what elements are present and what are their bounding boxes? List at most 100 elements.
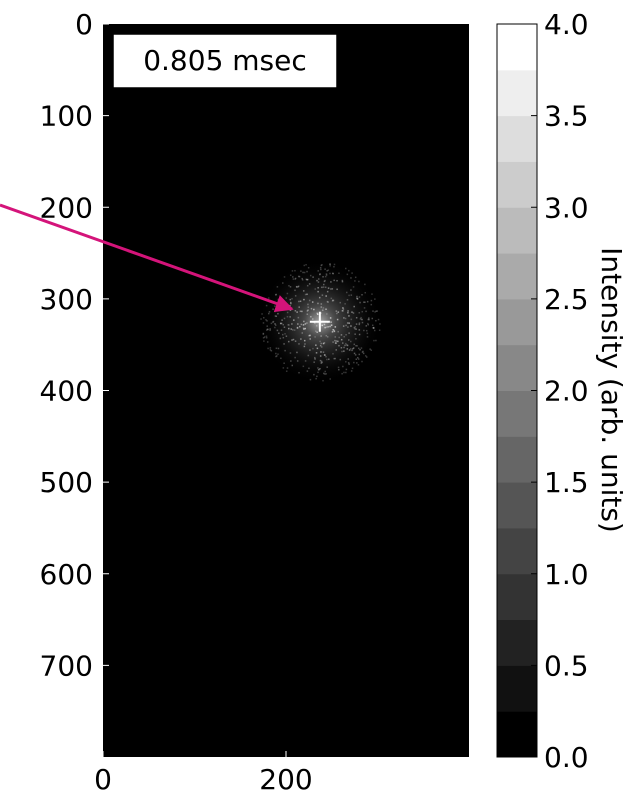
speckle (354, 280, 356, 282)
speckle (298, 275, 301, 278)
speckle (324, 373, 326, 375)
speckle (373, 329, 376, 332)
speckle (305, 263, 307, 266)
speckle (316, 313, 319, 316)
speckle (301, 279, 304, 281)
speckle (292, 338, 295, 341)
speckle (319, 367, 321, 370)
speckle (358, 353, 361, 356)
speckle (323, 342, 326, 344)
speckle (320, 362, 322, 364)
speckle (361, 321, 364, 324)
speckle (321, 346, 323, 348)
speckle (320, 312, 322, 314)
speckle (275, 315, 278, 318)
speckle (304, 323, 306, 325)
speckle (315, 325, 318, 327)
speckle (303, 345, 306, 348)
speckle (346, 348, 349, 350)
colorbar-tick-label: 2.5 (544, 283, 589, 316)
speckle (326, 270, 328, 272)
speckle (283, 326, 286, 328)
speckle (320, 351, 322, 353)
speckle (341, 310, 343, 312)
speckle (346, 273, 349, 276)
speckle (358, 311, 361, 314)
speckle (348, 315, 350, 317)
speckle (346, 291, 348, 294)
speckle (334, 326, 337, 328)
speckle (287, 340, 290, 343)
speckle (350, 277, 352, 279)
speckle (314, 322, 316, 324)
speckle (354, 328, 356, 330)
speckle (270, 350, 273, 352)
speckle (351, 272, 353, 274)
speckle (306, 293, 308, 296)
speckle (303, 328, 305, 330)
annotation: 0.805 msec (143, 44, 307, 77)
speckle (286, 367, 289, 369)
speckle (306, 370, 309, 372)
speckle (304, 322, 307, 325)
speckle (319, 273, 321, 275)
speckle (296, 311, 298, 313)
speckle (370, 303, 373, 306)
speckle (311, 301, 314, 303)
speckle (324, 354, 326, 356)
speckle (350, 370, 353, 372)
speckle (335, 340, 338, 342)
speckle (279, 337, 282, 340)
speckle (280, 357, 282, 360)
speckle (367, 323, 370, 326)
speckle (283, 343, 285, 345)
speckle (277, 353, 279, 355)
speckle (342, 310, 344, 312)
speckle (290, 301, 292, 304)
speckle (277, 312, 279, 315)
speckle (341, 279, 344, 282)
speckle (289, 352, 292, 354)
speckle (325, 355, 327, 358)
x-tick-label: 200 (259, 763, 312, 796)
speckle (266, 325, 268, 327)
speckle (306, 310, 309, 312)
speckle (274, 323, 276, 325)
speckle (337, 330, 339, 333)
speckle (290, 360, 292, 362)
speckle (295, 285, 298, 288)
speckle (321, 294, 324, 296)
speckle (364, 283, 366, 286)
speckle (287, 327, 290, 330)
speckle (325, 308, 327, 310)
speckle (347, 362, 350, 364)
speckle (325, 295, 327, 297)
speckle (297, 286, 300, 288)
y-tick-label: 200 (40, 191, 93, 224)
speckle (347, 310, 349, 312)
speckle (294, 356, 296, 359)
speckle (330, 297, 333, 300)
speckle (332, 299, 334, 302)
speckle (310, 307, 313, 310)
speckle (355, 358, 358, 360)
speckle (324, 326, 326, 329)
speckle (364, 301, 366, 303)
speckle (298, 275, 300, 278)
speckle (296, 326, 299, 329)
speckle (374, 298, 376, 300)
speckle (266, 341, 269, 343)
speckle (334, 357, 336, 360)
speckle (356, 298, 359, 300)
speckle (332, 353, 334, 355)
speckle (262, 322, 265, 324)
colorbar-tick-label: 0.5 (544, 649, 589, 682)
colorbar-band (497, 69, 537, 117)
speckle (279, 322, 282, 325)
speckle (330, 321, 332, 323)
speckle (351, 367, 354, 370)
speckle (332, 329, 334, 331)
speckle (274, 310, 276, 313)
speckle (348, 294, 350, 297)
speckle (298, 343, 300, 345)
